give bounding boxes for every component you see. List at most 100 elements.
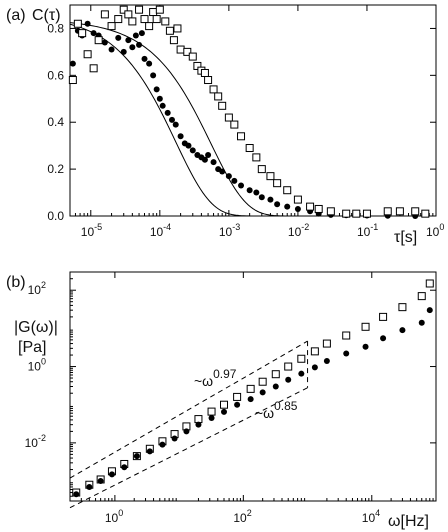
panel-a-point bbox=[156, 95, 163, 102]
panel-b-point bbox=[272, 383, 279, 390]
panel-b-point bbox=[207, 407, 216, 416]
panel-a-x-tick-label: 10-3 bbox=[219, 222, 240, 239]
panel-b-point bbox=[361, 322, 370, 331]
panel-a-point bbox=[172, 121, 179, 128]
panel-a-point bbox=[177, 133, 184, 140]
panel-a-point bbox=[237, 132, 246, 141]
panel-b-point bbox=[362, 343, 369, 350]
annotation-slope-085: ~ω0.85 bbox=[255, 399, 298, 421]
panel-a-point bbox=[209, 85, 218, 94]
panel-a-point bbox=[155, 5, 164, 14]
panel-a-point bbox=[246, 187, 253, 194]
panel-a-point bbox=[218, 101, 227, 110]
panel-a-xlabel: τ[s] bbox=[394, 229, 417, 246]
panel-b-point bbox=[380, 335, 387, 342]
panel-a-point bbox=[150, 72, 157, 79]
panel-b-point bbox=[121, 464, 128, 471]
panel-a-point bbox=[205, 152, 212, 159]
panel-a-point bbox=[245, 144, 254, 153]
panel-b-point bbox=[233, 392, 242, 401]
panel-b-point bbox=[323, 357, 330, 364]
panel-a-point bbox=[107, 22, 116, 31]
panel-a-point bbox=[214, 92, 223, 101]
panel-b-point bbox=[171, 435, 178, 442]
panel-a-point bbox=[173, 24, 182, 33]
panel-a-point bbox=[135, 5, 144, 14]
panel-a-fit-line bbox=[69, 22, 436, 217]
panel-a-point bbox=[138, 30, 145, 37]
panel-a-point bbox=[204, 76, 213, 85]
panel-a-point bbox=[115, 34, 122, 41]
panel-a-point bbox=[193, 61, 202, 70]
panel-a-point bbox=[129, 44, 136, 51]
panel-a-point bbox=[189, 147, 196, 154]
panel-a-point bbox=[78, 29, 87, 38]
panel-a-point bbox=[101, 39, 108, 46]
panel-b-point bbox=[399, 327, 406, 334]
panel-a-point bbox=[294, 205, 301, 212]
panel-a-point bbox=[293, 195, 302, 204]
panel-b-point bbox=[194, 415, 203, 424]
panel-b-point bbox=[86, 483, 93, 490]
panel-a-point bbox=[253, 189, 260, 196]
panel-a-x-tick-label: 10-5 bbox=[81, 222, 102, 239]
panel-b-y-ticks: 10-2 100 102 bbox=[25, 271, 436, 502]
panel-a-y-tick-label: 0.4 bbox=[47, 115, 64, 129]
panel-b-point bbox=[343, 350, 350, 357]
panel-a-point bbox=[411, 207, 420, 216]
panel-a-point bbox=[164, 109, 171, 116]
panel-b-point bbox=[271, 370, 280, 379]
panel-b-x-tick-label: 100 bbox=[105, 508, 123, 525]
panel-a-point bbox=[183, 47, 192, 56]
panel-a-point bbox=[132, 32, 139, 39]
panel-b-point bbox=[146, 448, 153, 455]
panel-b-point bbox=[133, 453, 140, 460]
panel-b-point bbox=[234, 401, 241, 408]
panel-a-point bbox=[252, 153, 261, 162]
panel-a-point bbox=[185, 142, 192, 149]
panel-a-point bbox=[168, 116, 175, 123]
panel-b-x-tick-label: 104 bbox=[362, 508, 380, 525]
panel-a-point bbox=[219, 168, 226, 175]
panel-b-ylabel-line2: [Pa] bbox=[18, 339, 46, 356]
panel-b-xlabel: ω[Hz] bbox=[388, 513, 429, 530]
panel-b-point bbox=[108, 471, 115, 478]
panel-b-y-tick-label: 100 bbox=[28, 357, 46, 374]
panel-b-point bbox=[398, 303, 407, 312]
panel-b-point bbox=[310, 347, 319, 356]
panel-a-point bbox=[283, 186, 292, 195]
panel-a-point bbox=[146, 60, 153, 67]
panel-a-point bbox=[274, 201, 281, 208]
panel-a-point bbox=[125, 37, 132, 44]
panel-a-y-ticks: 0.0 0.2 0.4 0.6 0.8 bbox=[47, 21, 436, 223]
panel-b-point bbox=[426, 307, 433, 314]
panel-b-point bbox=[322, 339, 331, 348]
panel-a-point bbox=[90, 30, 97, 37]
panel-a-point bbox=[119, 5, 128, 14]
panel-b: (b) |G(ω)| [Pa] ω[Hz] 100 102 104 10-21001… bbox=[6, 271, 437, 530]
panel-a-point bbox=[84, 20, 91, 27]
panel-a-point bbox=[165, 26, 174, 35]
panel-a-point bbox=[383, 207, 392, 216]
panel-b-y-tick-label: 10-2 bbox=[25, 433, 46, 450]
panel-a-point bbox=[224, 113, 233, 122]
panel-a-point bbox=[114, 15, 123, 24]
panel-b-ylabel-line1: |G(ω)| bbox=[14, 319, 58, 336]
panel-a-point bbox=[306, 202, 315, 211]
panel-a-point bbox=[284, 203, 291, 210]
panel-b-point bbox=[73, 491, 80, 498]
panel-a-point bbox=[210, 159, 217, 166]
panel-a-x-tick-label: 10-2 bbox=[288, 222, 309, 239]
panel-b-label: (b) bbox=[6, 274, 26, 291]
panel-b-point bbox=[311, 364, 318, 371]
panel-b-point bbox=[417, 292, 426, 301]
panel-b-point bbox=[246, 384, 255, 393]
panel-a-point bbox=[314, 204, 323, 213]
panel-a-y-tick-label: 0.6 bbox=[47, 68, 64, 82]
panel-a-point bbox=[108, 46, 115, 53]
panel-b-point bbox=[342, 331, 351, 340]
panel-a-point bbox=[258, 194, 265, 201]
panel-b-point bbox=[379, 312, 388, 321]
panel-a-point bbox=[352, 209, 361, 218]
